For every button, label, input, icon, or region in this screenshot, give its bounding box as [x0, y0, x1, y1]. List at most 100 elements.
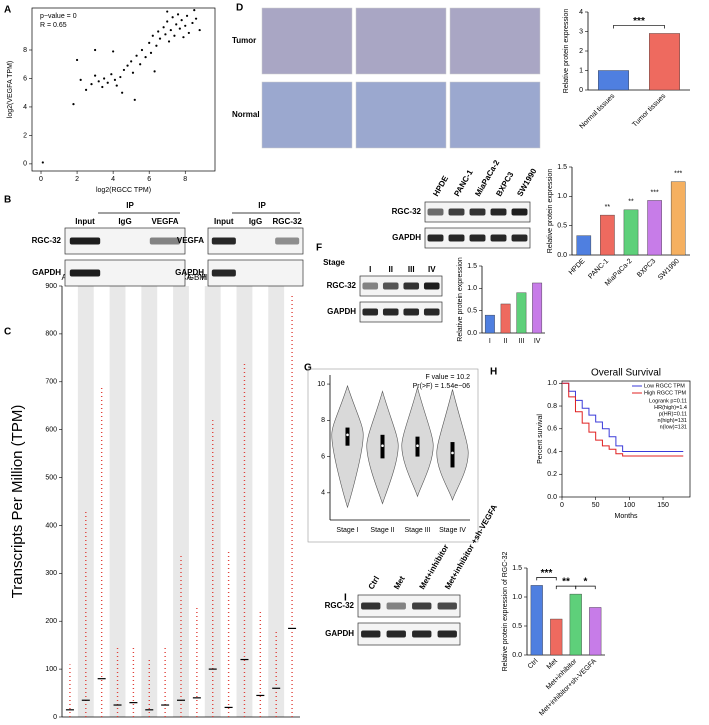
bar	[530, 585, 543, 656]
point	[90, 83, 93, 86]
lane-label: Input	[75, 217, 95, 226]
point	[94, 74, 97, 77]
row-label: GAPDH	[175, 268, 204, 277]
band-bg	[77, 286, 94, 717]
row-label: RGC-32	[32, 236, 62, 245]
blot-band	[403, 308, 420, 316]
point	[180, 19, 183, 22]
blot-membrane	[357, 622, 461, 646]
point	[178, 27, 181, 30]
bar	[532, 282, 543, 334]
blot-band	[211, 269, 236, 277]
point	[162, 26, 165, 29]
point	[158, 37, 162, 40]
blot-band	[361, 602, 381, 610]
blot-band	[69, 237, 101, 245]
panel-label: H	[490, 367, 497, 378]
band-bg	[236, 286, 253, 717]
point	[153, 70, 156, 73]
band-bg	[173, 286, 189, 717]
blot-band	[361, 630, 381, 638]
point	[169, 28, 172, 32]
point	[171, 16, 174, 19]
survival-line	[562, 382, 684, 457]
blot-band	[362, 308, 379, 316]
bar	[600, 214, 615, 256]
annotation: n(high)=131	[657, 418, 687, 424]
annotation: F value = 10.2	[425, 374, 470, 381]
blot-band	[427, 208, 444, 216]
blot-band	[511, 208, 528, 216]
x-tick-label: Stage III	[404, 527, 430, 534]
blot-band	[423, 282, 440, 290]
y-tick-label: 4	[579, 9, 583, 16]
y-tick-label: 900	[45, 283, 57, 290]
point	[149, 51, 153, 54]
bar	[598, 70, 630, 91]
x-tick-label: 4	[111, 176, 115, 183]
y-tick-label: 0.5	[557, 223, 567, 230]
x-tick-label: IV	[534, 338, 541, 345]
legend-label: Low RGCC TPM	[644, 383, 685, 389]
x-tick-label: Normal tissues	[579, 92, 617, 130]
row-label: Normal	[232, 110, 260, 119]
row-label: RGC-32	[327, 281, 357, 290]
x-tick-label: III	[518, 338, 524, 345]
blot-band	[511, 234, 528, 242]
comparison-label: **	[562, 577, 570, 588]
blot-band	[427, 234, 444, 242]
y-tick-label: 100	[45, 666, 57, 673]
blot-band	[469, 234, 486, 242]
y-tick-label: 6	[23, 75, 27, 82]
y-tick-label: 1.0	[467, 285, 477, 292]
lane-label: Input	[214, 217, 234, 226]
point	[101, 85, 104, 89]
ihc-image	[355, 7, 447, 75]
point	[176, 13, 180, 16]
y-tick-label: 500	[45, 474, 57, 481]
y-tick-label: 200	[45, 618, 57, 625]
annotation: R = 0.65	[40, 22, 67, 29]
bar	[670, 181, 686, 256]
x-tick-label: Met	[546, 658, 559, 671]
point	[140, 48, 144, 52]
x-tick-label: I	[489, 338, 491, 345]
point	[167, 40, 171, 43]
x-tick-label: 6	[147, 176, 151, 183]
y-tick-label: 0.0	[467, 330, 477, 337]
y-tick-label: 2	[579, 48, 583, 55]
blot-band	[382, 282, 399, 290]
blot-band	[437, 630, 457, 638]
ihc-image	[449, 7, 541, 75]
y-tick-label: 8	[321, 417, 325, 424]
point	[130, 60, 133, 63]
annotation: HR(high)=1.4	[654, 405, 687, 411]
point	[144, 56, 147, 59]
y-tick-label: 1.5	[467, 263, 477, 270]
bar	[623, 209, 639, 256]
band-bg	[109, 286, 126, 717]
point	[133, 98, 136, 101]
point	[191, 21, 194, 25]
x-tick-label: HPDE	[568, 258, 587, 277]
point	[198, 28, 201, 32]
bracket	[613, 25, 665, 29]
y-tick-label: 700	[45, 379, 57, 386]
y-tick-label: 0.6	[547, 426, 557, 433]
blot-band	[386, 630, 406, 638]
y-tick-label: 0.0	[557, 252, 567, 259]
x-tick-label: SW1990	[657, 258, 681, 282]
point	[122, 68, 126, 72]
band-bg	[141, 286, 158, 717]
ihc-image	[355, 81, 447, 149]
point	[157, 30, 160, 33]
lane-label: IgG	[118, 217, 131, 226]
x-tick-label: 0	[39, 176, 43, 183]
point	[151, 34, 154, 37]
bar	[589, 607, 602, 656]
point	[84, 88, 88, 91]
point	[175, 23, 178, 26]
median	[381, 444, 384, 447]
point	[184, 24, 187, 27]
x-axis-label: Months	[615, 513, 638, 520]
